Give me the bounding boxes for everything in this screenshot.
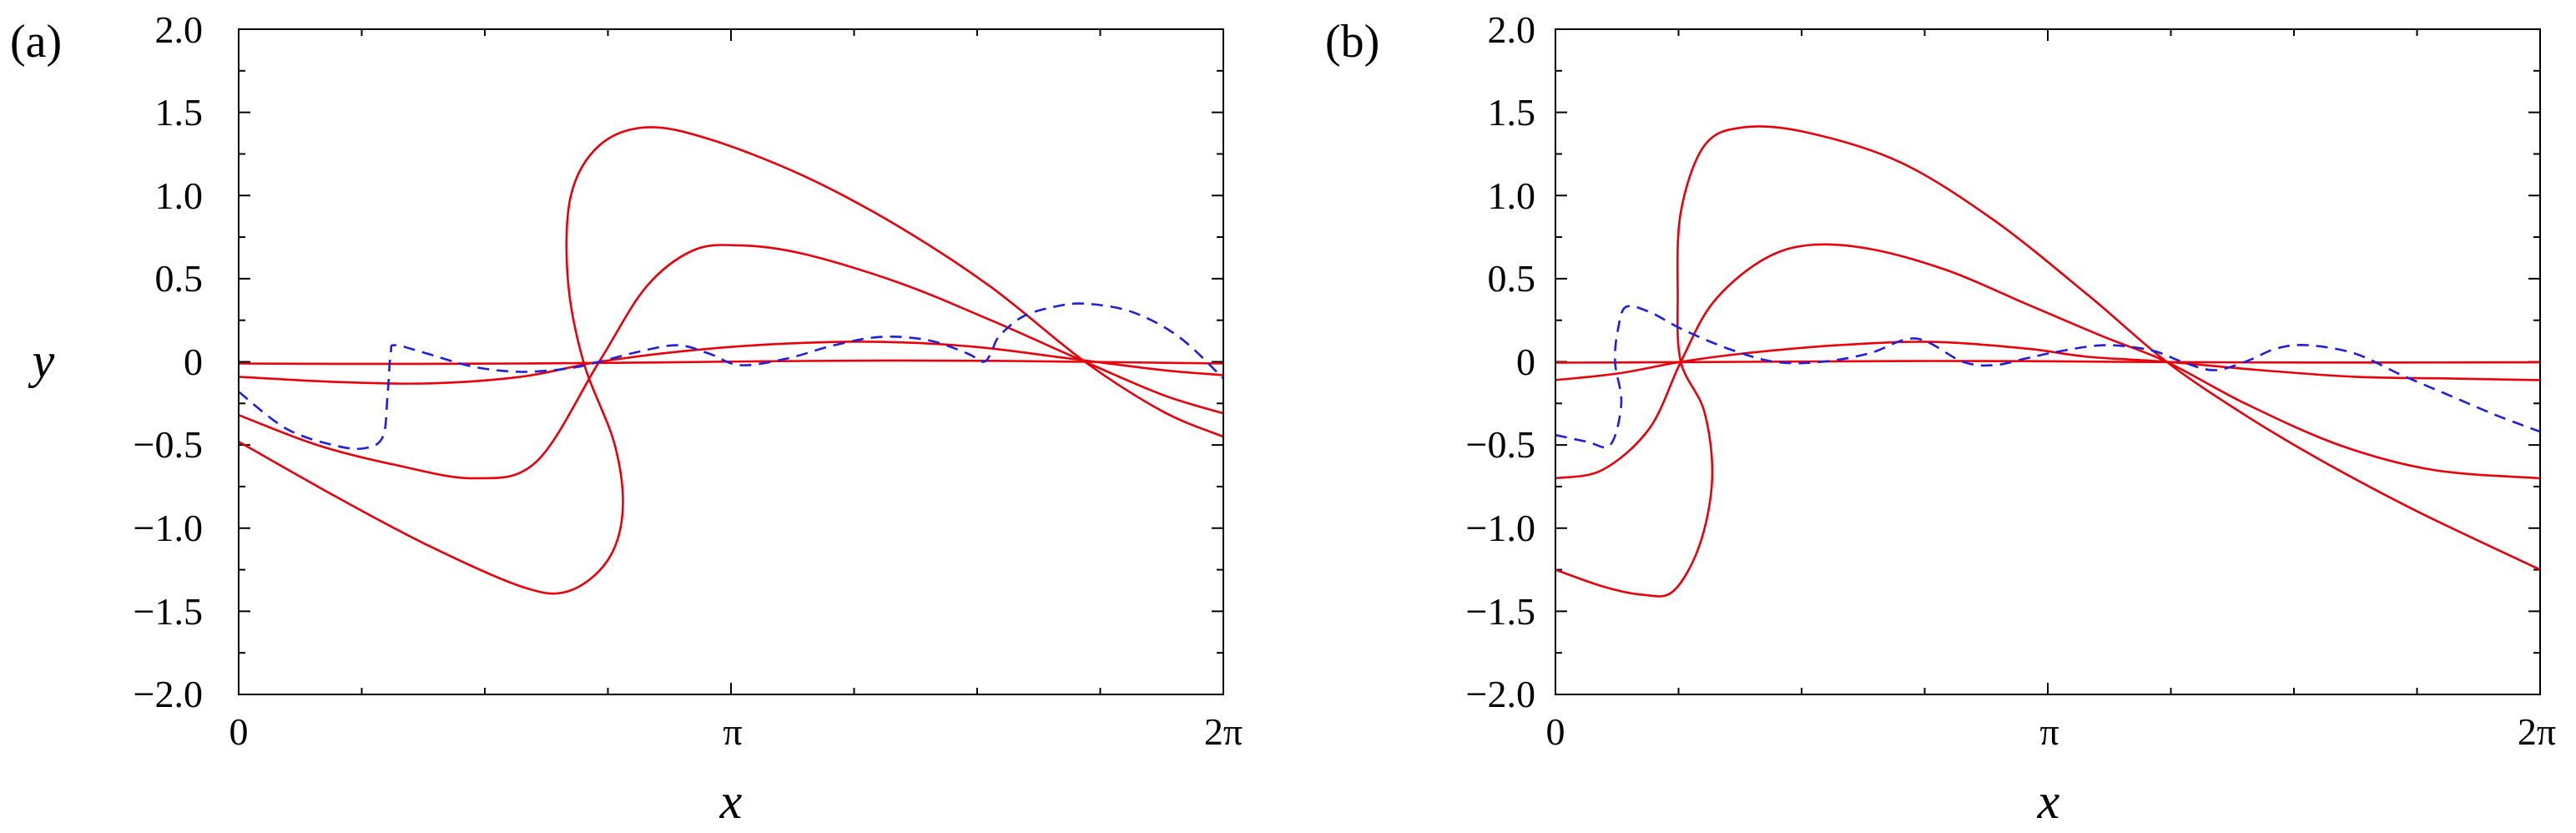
panel-b-ytick-labels: 2.0 1.5 1.0 0.5 0 −0.5 −1.0 −1.5 −2.0 [1466,8,1535,715]
series-solid-4 [1555,125,2541,598]
panel-b: (b) x 2.0 1.5 1.0 0.5 0 −0.5 −1.0 −1.5 −… [1325,8,2556,829]
series-solid-1 [1555,360,2541,364]
panel-a-ytick-label: 1.5 [155,91,204,134]
panel-b-xlabel: x [2037,774,2060,829]
panel-b-xtick-label: 0 [1546,710,1565,753]
series-solid-1 [238,359,1224,366]
panel-a-ytick-label: 0.5 [155,257,204,300]
panel-a-frame [238,28,1224,695]
series-solid-3 [238,244,1224,480]
panel-a-ytick-labels: 2.0 1.5 1.0 0.5 0 −0.5 −1.0 −1.5 −2.0 [134,8,203,715]
panel-a-ytick-label: −0.5 [134,423,203,466]
panel-a-xtick-label: 0 [229,710,249,753]
panel-a-xlabel: x [719,774,743,829]
panel-b-xtick-labels: 0 π 2π [1546,710,2557,753]
panel-a-ytick-label: 1.0 [155,174,204,217]
panel-b-ytick-label: 2.0 [1488,8,1536,51]
panel-a-label: (a) [10,16,62,68]
panel-b-ytick-label: 1.0 [1488,174,1536,217]
panel-b-label: (b) [1325,16,1379,68]
series-solid-4 [238,126,1224,595]
panel-b-frame [1555,28,2541,695]
panel-b-ytick-label: −1.0 [1466,507,1535,549]
panel-a-xtick-label: π [723,710,742,753]
panel-b-xtick-label: π [2039,710,2059,753]
panel-a-xtick-labels: 0 π 2π [229,710,1243,753]
panel-a-xtick-label: 2π [1204,710,1243,753]
panel-b-ytick-label: 1.5 [1488,91,1536,134]
panel-a: (a) y x 2.0 1.5 1.0 0.5 0 −0.5 −1.0 −1.5… [10,8,1243,829]
panel-a-ytick-label: 2.0 [155,8,204,51]
panel-a-ytick-label: 0 [184,341,203,383]
panel-a-ytick-label: −1.0 [134,507,203,549]
panel-b-ytick-label: 0 [1516,341,1535,383]
series-dashed [238,302,1224,451]
panel-b-series [1555,125,2541,598]
panel-b-xtick-label: 2π [2518,710,2556,753]
series-solid-3 [1555,243,2541,480]
series-solid-2 [238,341,1224,385]
panel-a-series [238,126,1224,595]
panel-b-ytick-label: −1.5 [1466,590,1535,633]
series-solid-2 [1555,341,2541,381]
series-dashed [1555,305,2541,449]
panel-a-ytick-label: −2.0 [134,673,203,715]
panel-a-ytick-label: −1.5 [134,590,203,633]
panel-b-ticks [1555,28,2541,695]
panel-b-ytick-label: −0.5 [1466,423,1535,466]
panel-b-ytick-label: 0.5 [1488,257,1536,300]
panel-a-ylabel: y [28,333,55,388]
panel-b-ytick-label: −2.0 [1466,673,1535,715]
